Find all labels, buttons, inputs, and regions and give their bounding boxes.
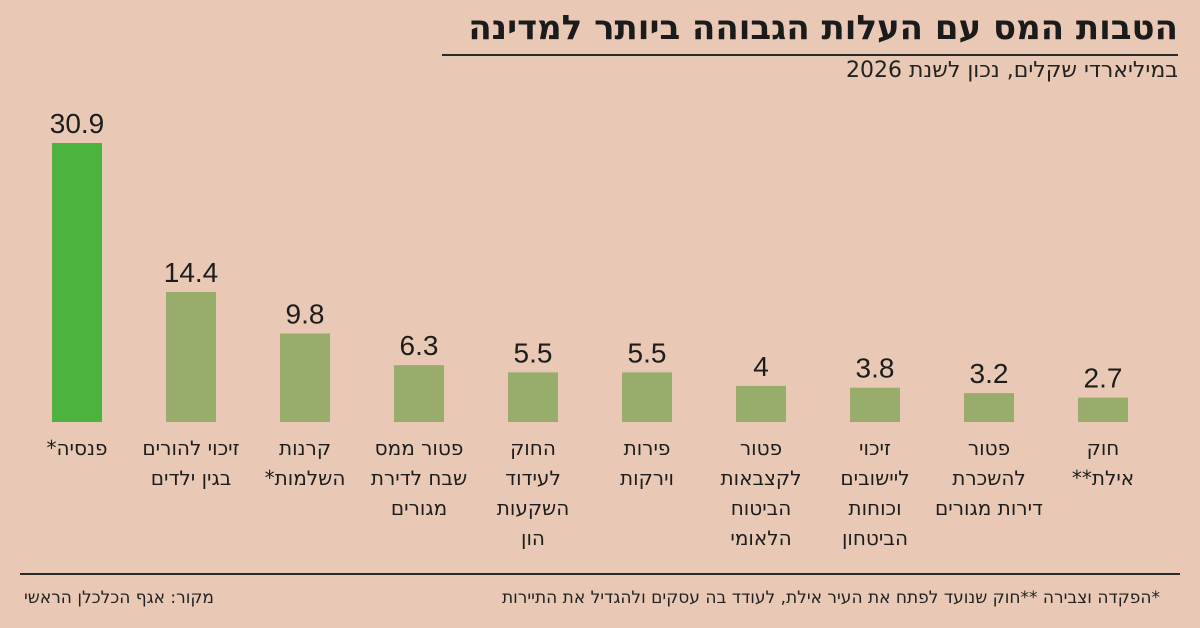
value-label-9: 3.2 <box>970 358 1009 389</box>
chart-title: הטבות המס עם העלות הגבוהה ביותר למדינה <box>468 8 1178 48</box>
category-label-3: קרנות השלמות* <box>265 436 346 490</box>
category-label-8: זיכוי ליישובים וכוחות הביטחון <box>840 436 909 550</box>
bar-6 <box>622 372 672 422</box>
bar-8 <box>850 387 900 422</box>
category-label-4: פטור ממס שבח לדירת מגורים <box>371 436 467 520</box>
bar-10 <box>1078 397 1128 422</box>
value-label-2: 14.4 <box>164 257 219 288</box>
title-rule <box>442 54 1178 56</box>
category-label-10: חוק אילת** <box>1072 436 1134 490</box>
category-label-2: זיכוי להורים בגין ילדים <box>142 436 239 490</box>
category-label-7: פטור לקצבאות הביטוח הלאומי <box>721 436 802 550</box>
bar-2 <box>166 291 216 422</box>
category-label-5: החוק לעידוד השקעות הון <box>497 436 570 550</box>
category-label-9: פטור להשכרת דירות מגורים <box>935 436 1043 520</box>
source-note: מקור: אגף הכלכלן הראשי <box>24 588 214 608</box>
value-label-4: 6.3 <box>400 330 439 361</box>
value-label-1: 30.9 <box>50 108 105 139</box>
value-label-5: 5.5 <box>514 337 553 368</box>
bar-1 <box>52 143 102 422</box>
bar-3 <box>280 333 330 422</box>
footnote: *הפקדה וצבירה **חוק שנועד לפתח את העיר א… <box>501 588 1160 608</box>
value-label-7: 4 <box>753 351 769 382</box>
value-label-3: 9.8 <box>286 299 325 330</box>
bar-9 <box>964 393 1014 422</box>
bar-4 <box>394 365 444 422</box>
value-label-6: 5.5 <box>628 337 667 368</box>
footer-rule <box>20 573 1180 575</box>
bar-5 <box>508 372 558 422</box>
value-label-10: 2.7 <box>1084 363 1123 394</box>
category-label-6: פירות וירקות <box>620 436 674 490</box>
category-label-1: פנסיה* <box>46 436 107 460</box>
bar-7 <box>736 385 786 422</box>
chart-subtitle: במיליארדי שקלים, נכון לשנת 2026 <box>845 58 1178 83</box>
value-label-8: 3.8 <box>856 353 895 384</box>
